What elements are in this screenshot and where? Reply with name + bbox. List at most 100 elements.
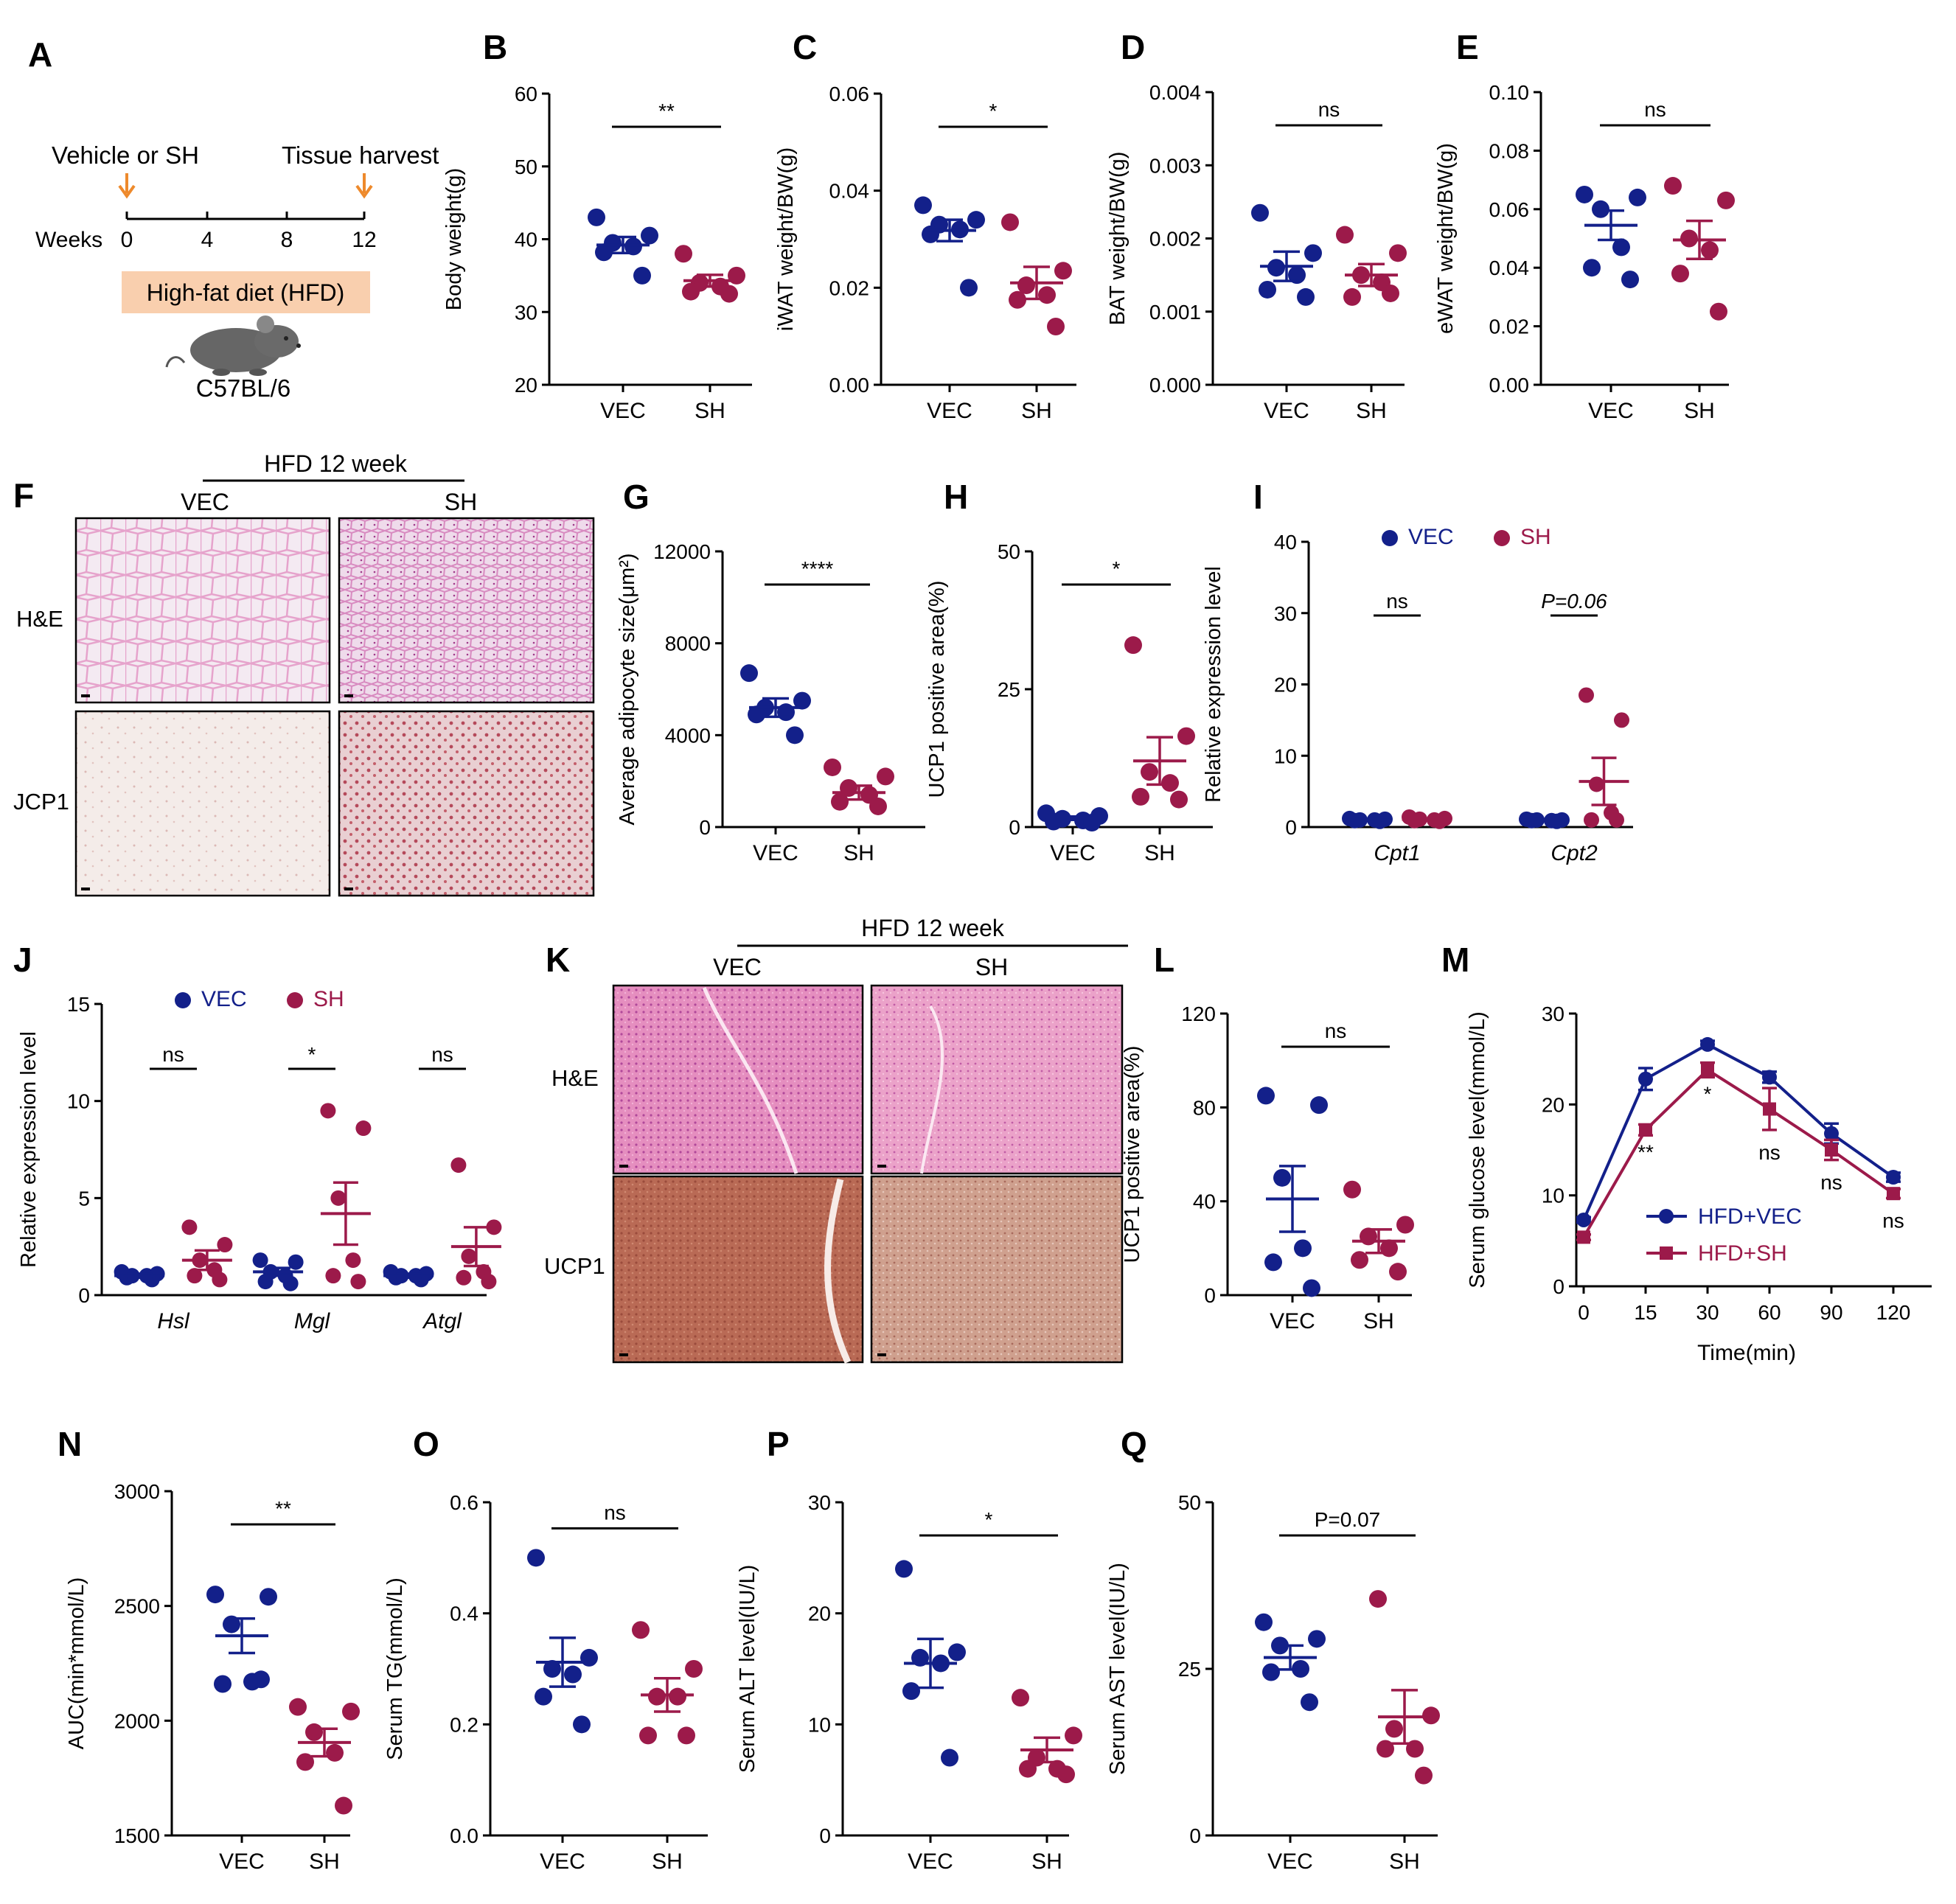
histology-header: HFD 12 week	[264, 450, 408, 477]
data-point	[1583, 259, 1601, 277]
chart-panel-g: 0 4000 8000 12000 Average adipocyte size(μm²…	[616, 478, 925, 865]
significance-label: *	[308, 1043, 316, 1066]
data-point	[1639, 1123, 1652, 1137]
legend-vec-marker	[1659, 1209, 1674, 1224]
data-point	[282, 1275, 299, 1291]
significance-label: ns	[1386, 590, 1408, 613]
data-point	[777, 703, 795, 722]
chart-panel-l: 0 40 80 120 UCP1 positive area(%) L VEC SH ns	[1121, 941, 1414, 1333]
y-tick-label: 0.04	[1489, 257, 1530, 279]
y-axis-label: eWAT weight/BW(g)	[1434, 143, 1458, 334]
data-point	[252, 1252, 268, 1269]
y-tick-label: 40	[1274, 531, 1297, 554]
significance-label: **	[658, 100, 675, 122]
data-point	[355, 1120, 372, 1137]
y-tick-label: 0.6	[450, 1491, 478, 1514]
data-point	[1273, 1168, 1291, 1187]
x-tick-label: SH	[1684, 399, 1715, 423]
significance-label: ns	[162, 1043, 184, 1066]
y-tick-label: 15	[67, 993, 90, 1016]
data-point	[1297, 287, 1315, 306]
legend-vec-label: VEC	[201, 987, 247, 1011]
data-point	[1664, 177, 1682, 195]
x-tick-label: SH	[652, 1849, 683, 1874]
data-point	[320, 1103, 336, 1119]
data-point	[1592, 200, 1609, 218]
significance-label: **	[275, 1497, 291, 1520]
panel-f-label: F	[13, 476, 34, 515]
he-sh-image	[338, 517, 595, 704]
data-point	[1161, 774, 1179, 792]
legend-vec-marker	[1382, 530, 1398, 546]
y-tick-label: 12000	[653, 540, 711, 563]
y-tick-label: 2500	[114, 1595, 160, 1618]
data-point	[641, 226, 658, 245]
significance-label: **	[1637, 1140, 1654, 1163]
data-point	[486, 1219, 502, 1235]
panel-label: B	[483, 28, 507, 66]
chart-panel-i: 0 10 20 30 40 Relative expression level I VEC SH…	[1202, 478, 1633, 865]
y-tick-label: 0	[1553, 1275, 1565, 1298]
data-point	[223, 1615, 240, 1633]
data-point	[1701, 241, 1719, 259]
y-tick-label: 0.04	[829, 180, 870, 203]
y-axis-label: UCP1 positive area(%)	[925, 581, 949, 798]
data-point	[793, 691, 811, 710]
chart-panel-d: 0.000 0.001 0.002 0.003 0.004 BAT weight/BW(g…	[1106, 28, 1407, 423]
data-point	[573, 1715, 591, 1734]
data-point	[187, 1268, 203, 1284]
chart-panel-j: 0 5 10 15 Relative expression level J VEC SH Hsl…	[13, 941, 502, 1333]
y-tick-label: 120	[1181, 1002, 1216, 1025]
x-tick-label: VEC	[1588, 399, 1634, 423]
data-point	[1303, 1279, 1320, 1297]
data-point	[639, 1726, 657, 1745]
x-tick-label: SH	[695, 399, 725, 423]
y-tick-label: 0.02	[1489, 315, 1530, 338]
data-point	[1638, 1071, 1653, 1087]
data-point	[1343, 1180, 1361, 1199]
data-point	[345, 1252, 361, 1269]
data-point	[217, 1237, 233, 1253]
chart-panel-h: 0 25 50 UCP1 positive area(%) H VEC SH *	[925, 478, 1213, 865]
data-point	[335, 1796, 352, 1815]
y-tick-label: 0	[1189, 1824, 1201, 1847]
harvest-arrow-icon	[355, 173, 373, 199]
y-axis-label: Serum TG(mmol/L)	[383, 1577, 407, 1760]
chart-panel-m: 0 10 20 30 Serum glucose level(mmol/L) M 0 15 30…	[1441, 941, 1932, 1365]
y-tick-label: 30	[1542, 1002, 1565, 1025]
ucp1-sh-image	[338, 710, 595, 897]
y-axis-label: Relative expression level	[17, 1031, 41, 1268]
y-tick-label: 8000	[665, 632, 711, 655]
x-tick-label: 0	[1578, 1301, 1590, 1324]
data-point	[289, 1698, 307, 1716]
series-line	[1582, 1067, 1895, 1238]
x-tick-label: Atgl	[422, 1309, 462, 1333]
data-point	[1017, 276, 1035, 295]
data-point	[824, 758, 841, 776]
x-tick-label: VEC	[600, 399, 646, 423]
data-point	[1124, 636, 1142, 655]
data-point	[1576, 185, 1593, 203]
significance-label: P=0.06	[1541, 590, 1607, 613]
data-point	[456, 1269, 472, 1286]
histology-col-vec: VEC	[181, 489, 229, 515]
x-tick-label: SH	[1144, 841, 1175, 865]
y-tick-label: 30	[515, 301, 537, 324]
data-point	[326, 1743, 344, 1762]
x-tick-label: VEC	[908, 1849, 953, 1874]
chart-panel-e: 0.00 0.02 0.04 0.06 0.08 0.10 eWAT weight/BW(g…	[1434, 28, 1735, 423]
data-point	[1389, 1263, 1407, 1281]
y-tick-label: 60	[515, 83, 537, 105]
ucp1-vec-image	[74, 710, 331, 897]
x-tick-label: SH	[309, 1849, 340, 1874]
data-point	[1621, 271, 1639, 289]
significance-label: ns	[431, 1043, 453, 1066]
data-point	[325, 1268, 341, 1284]
data-point	[588, 208, 605, 226]
data-point	[543, 1660, 561, 1678]
chart-panel-q: 0 25 50 Serum AST level(IU/L) Q VEC SH P=0.07	[1106, 1425, 1440, 1874]
data-point	[1170, 790, 1188, 809]
data-point	[831, 792, 849, 811]
data-point	[1262, 1663, 1280, 1681]
data-point	[941, 1748, 958, 1767]
